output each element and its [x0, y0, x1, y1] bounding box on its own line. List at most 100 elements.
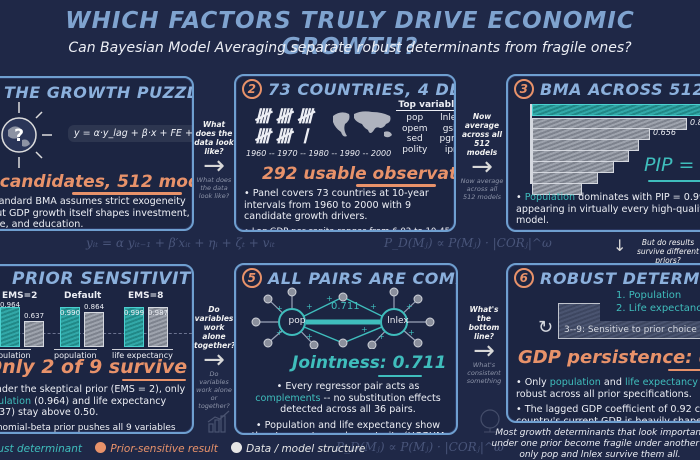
- legend-label: Robust determinant: [0, 443, 82, 455]
- bullet: Only population and life expectancy are …: [516, 377, 700, 400]
- panel-title-text: ROBUST DETERMINANTS: [540, 269, 700, 288]
- panel-data-overview: 2 73 COUNTRIES, 4 DECADES 𝍸 𝍸 𝍸𝍸 𝍸 𝍷 1960…: [234, 74, 456, 232]
- panel-title: PRIOR SENSITIVITY: [12, 269, 194, 289]
- bullet-text: Even the lowest-ranked variable (investm…: [516, 231, 700, 233]
- svg-text:+: +: [361, 325, 368, 334]
- legend: Robust determinant Prior-sensitive resul…: [0, 442, 365, 455]
- step-number: 2: [242, 79, 262, 99]
- top-variables-header: Top variables: [396, 100, 454, 111]
- prior-bar-chart: EMS=2 Default EMS=8 0.964 0.637 0.990 0.…: [0, 291, 192, 360]
- edge-value: 0.711: [331, 301, 360, 312]
- group-xlabel: population: [0, 349, 31, 360]
- bar-value: 0.637: [24, 312, 45, 320]
- formula-dynamic-panel: yᵢₜ = α yᵢₜ₋₁ + β′xᵢₜ + ηᵢ + ζₜ + vᵢₜ: [86, 236, 275, 250]
- highlight-text: complements: [255, 392, 321, 404]
- panel-title-text: ALL PAIRS ARE COMPLEMENTS: [268, 269, 456, 288]
- highlight-text: life expectancy: [624, 377, 698, 388]
- complement-network-diagram: + + + + + + + + + +: [251, 287, 435, 349]
- prior-bar: [24, 321, 44, 347]
- svg-text:+: +: [326, 294, 333, 303]
- bullet-text: Every regressor pair acts as: [285, 381, 420, 392]
- connector-echo: What does the data look like?: [196, 176, 232, 200]
- bar-value: 0.864: [84, 303, 105, 311]
- prior-bar: [124, 307, 144, 347]
- bullet: The lagged GDP coefficient of 0.92 confi…: [516, 404, 700, 421]
- formula-posterior: P_D(Mⱼ) ∝ P(Mⱼ) · |CORⱼ|^ω: [384, 236, 552, 250]
- panel-bullets: Every regressor pair acts as complements…: [248, 381, 448, 434]
- headline-underline: [72, 192, 182, 195]
- node-pop: pop: [288, 316, 306, 326]
- bullet: Standard BMA assumes strict exogeneity -…: [0, 196, 190, 229]
- model-equation: y = α·y_lag + β·x + FE + error: [68, 125, 192, 142]
- bar-value: 0.964: [0, 301, 21, 309]
- arrow-right-icon: →: [203, 151, 225, 181]
- rank-2: 2. Life expectancy: [616, 303, 700, 314]
- panel-headline: 292 usable observations: [262, 164, 454, 184]
- panel-title: 6 ROBUST DETERMINANTS: [514, 268, 700, 288]
- bullet-text: dominates with PIP = 0.990 -- appearing …: [516, 192, 700, 226]
- variable: gsh: [442, 123, 454, 134]
- panel-title: 2 73 COUNTRIES, 4 DECADES: [242, 79, 454, 99]
- variable: ipr: [444, 144, 456, 155]
- connector-echo: Do variables work alone or together?: [196, 370, 232, 410]
- svg-text:+: +: [276, 328, 283, 337]
- panel-bullets: Only population and life expectancy are …: [516, 377, 700, 421]
- headline-underline: [648, 180, 700, 182]
- growth-chart-icon: [207, 410, 230, 433]
- connector-question: Now average across all 512 models: [461, 112, 503, 157]
- connector-question: What does the data look like?: [194, 120, 234, 156]
- panel-headline: Only 2 of 9 survive EMS = 2: [0, 356, 192, 378]
- headline-underline: [668, 369, 700, 371]
- variable: pgrw: [439, 134, 455, 144]
- prior-bar: [0, 307, 20, 347]
- highlight-text: population: [0, 395, 32, 407]
- node-lnlex: lnlex: [387, 316, 409, 326]
- group-label: EMS=2: [2, 291, 38, 301]
- variable: lnlex: [440, 113, 456, 123]
- variable: polity: [402, 144, 428, 155]
- panel-headline: PIP = 0.990: [644, 154, 700, 176]
- bars-area: 0.964 0.637 0.990 0.864 0.999 0.987: [0, 301, 192, 347]
- connector-1-2: What does the data look like? → What doe…: [194, 120, 234, 200]
- panel-bullets: Under the skeptical prior (EMS = 2), onl…: [0, 384, 192, 432]
- globe-icon: [480, 409, 500, 433]
- top-variables: Top variables pop lnlex opem gsh sed pgrw p…: [396, 100, 456, 155]
- bullet-text: Under the skeptical prior (EMS = 2), onl…: [0, 384, 186, 395]
- connector-2-3: Now average across all 512 models → Now …: [460, 112, 504, 201]
- group-xlabel: population: [54, 349, 97, 360]
- bullet-text: are robust across all prior specificatio…: [516, 388, 692, 400]
- bullet: Every regressor pair acts as complements…: [248, 381, 448, 416]
- panel-prior-sensitivity: PRIOR SENSITIVITY EMS=2 Default EMS=8 0.…: [0, 264, 194, 434]
- svg-text:+: +: [378, 332, 385, 341]
- refresh-arrow-icon: ↻: [538, 317, 554, 338]
- bullet: Population dominates with PIP = 0.990 --…: [516, 192, 700, 227]
- formula-posterior-bottom: P_D(Mⱼ) ∝ P(Mⱼ) · |CORⱼ|^ω: [336, 440, 504, 454]
- bullet: Even the lowest-ranked variable (investm…: [516, 231, 700, 233]
- highlight-text: Population: [524, 192, 576, 203]
- group-label: Default: [64, 291, 102, 301]
- timeline: 1960 -- 1970 -- 1980 -- 1990 -- 2000: [246, 149, 392, 158]
- headline-underline: [356, 184, 436, 187]
- bullet-text: and: [600, 377, 625, 388]
- panel-headline: Jointness: 0.711: [292, 353, 447, 373]
- bullet: Under the skeptical prior (EMS = 2), onl…: [0, 384, 192, 419]
- svg-text:+: +: [408, 328, 415, 337]
- connector-question: But do results survive different priors?: [637, 238, 699, 265]
- bar-value: 0.864: [690, 118, 700, 127]
- panel-headline: 9 candidates, 512 models: [0, 172, 192, 192]
- world-map-icon: [333, 111, 392, 138]
- panel-bullets: Panel covers 73 countries at 10-year int…: [244, 188, 454, 230]
- svg-text:+: +: [306, 332, 313, 341]
- legend-label: Data / model structure: [246, 443, 366, 455]
- prior-bar: [84, 312, 104, 347]
- panel-title-text: 73 COUNTRIES, 4 DECADES: [268, 80, 454, 99]
- panel-bma-results: 3 BMA ACROSS 512 MODELS 0.864 0.656 PIP =…: [506, 74, 700, 232]
- panel-jointness: 5 ALL PAIRS ARE COMPLEMENTS + + + + + + + + + + po…: [234, 263, 458, 435]
- panel-bullets: Population dominates with PIP = 0.990 --…: [516, 192, 700, 233]
- panel-title: THE GROWTH PUZZLE: [4, 83, 194, 102]
- svg-text:+: +: [306, 302, 313, 311]
- bullet-text: -- no substitution effects detected acro…: [280, 392, 441, 416]
- rank-rest: 3--9: Sensitive to prior choice: [564, 325, 697, 335]
- bar-value: 0.656: [653, 128, 676, 137]
- bullet: Population and life expectancy show the …: [248, 420, 448, 434]
